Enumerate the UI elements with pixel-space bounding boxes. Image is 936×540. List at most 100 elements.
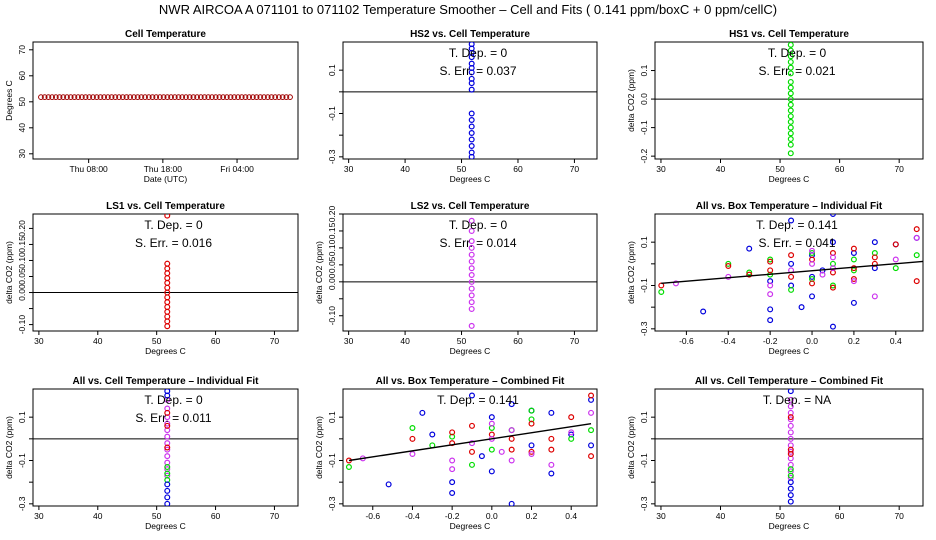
annotation-text: S. Err. = 0.021: [758, 64, 835, 78]
data-point: [157, 94, 163, 101]
data-point: [871, 293, 878, 300]
data-point: [429, 431, 436, 438]
data-point: [725, 260, 732, 267]
data-point: [449, 429, 456, 436]
data-point: [913, 278, 920, 285]
y-tick-label: 0.1: [639, 64, 649, 76]
data-point: [164, 275, 171, 282]
x-axis-label: Degrees C: [769, 174, 810, 184]
data-point: [798, 304, 805, 311]
x-tick-label: -0.6: [365, 511, 380, 521]
data-point: [787, 141, 794, 148]
data-point: [787, 389, 794, 395]
fit-line: [348, 422, 592, 462]
data-point: [892, 241, 899, 248]
data-point: [787, 429, 794, 436]
data-point: [41, 94, 48, 101]
x-tick-label: Thu 08:00: [70, 164, 109, 174]
data-point: [658, 289, 665, 296]
data-point: [253, 94, 260, 101]
y-tick-label: 0.20: [17, 220, 27, 237]
y-tick-label: 0.10: [327, 239, 337, 256]
data-point: [227, 94, 234, 101]
data-point: [468, 440, 475, 447]
y-tick-label: -0.2: [639, 149, 649, 164]
data-point: [205, 94, 212, 101]
data-point: [186, 94, 193, 101]
x-axis-label: Date (UTC): [144, 174, 188, 184]
data-point: [787, 124, 794, 131]
data-point: [468, 461, 475, 468]
data-point: [468, 143, 475, 150]
data-point: [49, 94, 56, 101]
data-point: [164, 299, 171, 306]
panel-p2: HS2 vs. Cell Temperature 30 40 50 60 70 -0.3 -0…: [327, 29, 598, 184]
y-axis-label: Degrees C: [4, 80, 14, 121]
x-tick-label: 50: [457, 164, 467, 174]
y-axis-label: delta CO2 (ppm): [626, 416, 636, 479]
panel-title: Cell Temperature: [125, 29, 206, 40]
data-point: [197, 94, 204, 101]
annotation-text: S. Err. = 0.014: [439, 236, 516, 250]
data-point: [588, 392, 595, 399]
data-point: [101, 94, 108, 101]
x-tick-label: 70: [894, 164, 904, 174]
panel-title: All vs. Cell Temperature – Individual Fi…: [73, 376, 260, 387]
data-point: [809, 273, 816, 280]
data-point: [468, 251, 475, 258]
data-point: [787, 485, 794, 492]
data-point: [588, 442, 595, 449]
data-point: [850, 278, 857, 285]
y-tick-label: 0.0: [639, 93, 649, 105]
data-point: [787, 403, 794, 410]
data-point: [468, 285, 475, 292]
y-tick-label: -0.1: [327, 453, 337, 468]
data-point: [787, 150, 794, 157]
data-point: [787, 90, 794, 97]
x-tick-label: 70: [270, 336, 280, 346]
panel-p3: HS1 vs. Cell Temperature 30 40 50 60 70 -0.2 -0…: [626, 29, 924, 184]
data-point: [104, 94, 111, 101]
data-point: [871, 260, 878, 267]
data-point: [508, 435, 515, 442]
x-tick-label: 60: [835, 164, 845, 174]
panel-p1: Cell Temperature Thu 08:00 Thu 18:00 Fri 04…: [4, 29, 299, 184]
plot-frame: [342, 213, 598, 332]
data-point: [787, 466, 794, 473]
data-point: [164, 470, 171, 477]
data-point: [809, 250, 816, 257]
data-point: [164, 481, 171, 488]
data-point: [787, 42, 794, 48]
data-point: [223, 94, 230, 101]
y-tick-label: 0.05: [17, 268, 27, 285]
data-point: [409, 451, 416, 458]
data-point: [788, 286, 795, 293]
data-point: [164, 500, 171, 506]
data-point: [160, 94, 167, 101]
panel-title: HS2 vs. Cell Temperature: [410, 29, 530, 40]
data-point: [275, 94, 282, 101]
data-point: [190, 94, 197, 101]
annotation-text: T. Dep. = 0: [144, 393, 203, 407]
y-tick-label: 50: [17, 97, 27, 107]
x-tick-label: 40: [93, 336, 103, 346]
data-point: [588, 409, 595, 416]
data-point: [268, 94, 275, 101]
data-point: [93, 94, 100, 101]
annotation-text: T. Dep. = NA: [763, 393, 831, 407]
data-point: [449, 457, 456, 464]
data-point: [767, 282, 774, 289]
data-point: [548, 446, 555, 453]
x-tick-label: 0.4: [565, 511, 577, 521]
data-point: [767, 317, 774, 324]
y-axis-label: delta CO2 (ppm): [4, 241, 14, 304]
data-point: [279, 94, 286, 101]
data-point: [829, 282, 836, 289]
x-tick-label: 70: [570, 164, 580, 174]
data-point: [112, 94, 119, 101]
data-point: [892, 256, 899, 263]
data-point: [468, 227, 475, 234]
fit-line: [661, 260, 923, 285]
y-tick-label: 0.1: [327, 411, 337, 423]
data-point: [913, 234, 920, 241]
